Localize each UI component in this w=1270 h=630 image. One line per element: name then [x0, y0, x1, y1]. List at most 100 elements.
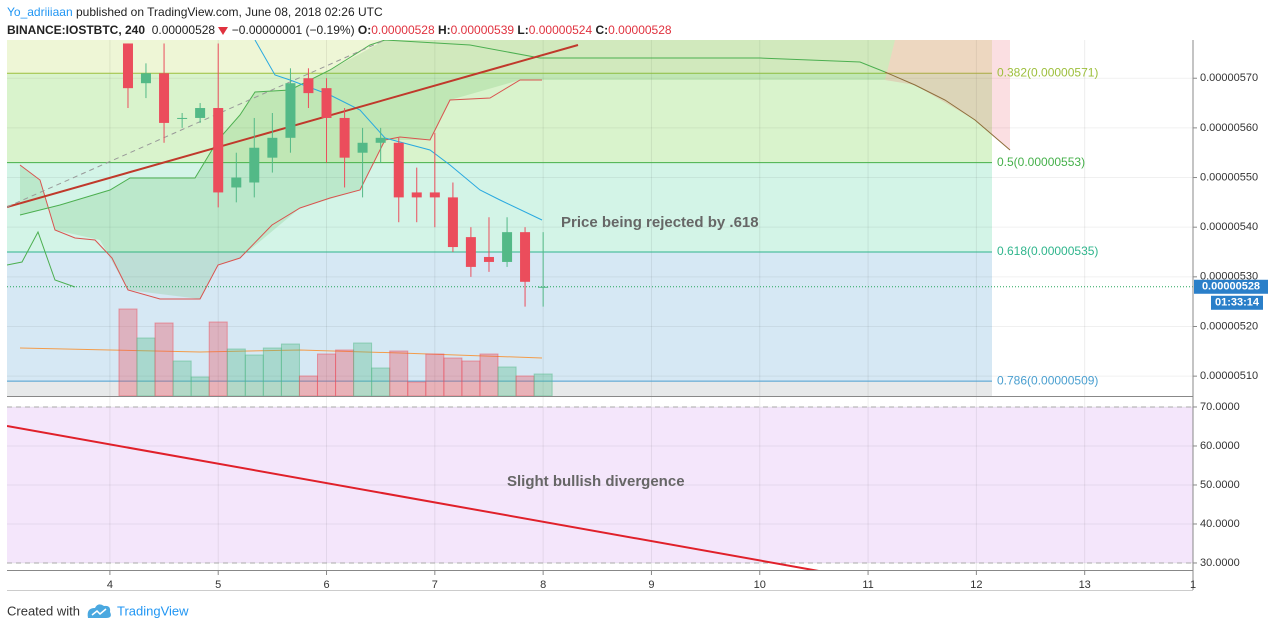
candle-body	[483, 256, 494, 262]
x-tick-label: 11	[862, 579, 873, 591]
ichimoku-cloud	[20, 40, 895, 299]
footer-created: Created with	[7, 603, 80, 618]
candle-body	[231, 177, 242, 188]
candle-body	[249, 147, 260, 183]
dashed-line	[7, 40, 386, 208]
x-tick-label: 13	[1079, 579, 1091, 591]
indicators	[7, 40, 1011, 359]
candle-body	[465, 237, 476, 267]
candle-body	[195, 108, 206, 118]
candle-body	[140, 73, 151, 84]
volume-bar	[425, 353, 445, 396]
fib-label: 0.382(0.00000571)	[997, 65, 1098, 79]
volume-bar	[317, 353, 337, 396]
candle-body	[321, 88, 332, 118]
down-arrow	[218, 26, 229, 35]
candle-body	[538, 286, 549, 288]
y-tick-label: 0.00000510	[1200, 370, 1258, 382]
published: published on TradingView.com, June 08, 2…	[75, 5, 383, 19]
volume-bar	[389, 350, 409, 396]
volume-bar	[407, 381, 427, 396]
candle-body	[520, 232, 531, 282]
candle-body	[213, 108, 224, 193]
x-tick-label: 7	[432, 579, 438, 591]
volume-bar	[172, 360, 192, 396]
volume-ma	[19, 347, 543, 359]
fib-label: 0.618(0.00000535)	[997, 244, 1098, 258]
y-tick-label: 0.00000550	[1200, 171, 1258, 183]
y-tick-label: 0.00000530	[1200, 271, 1258, 283]
x-tick-label: 8	[540, 579, 546, 591]
x-tick-label: 5	[215, 579, 221, 591]
x-tick-label: 12	[970, 579, 982, 591]
annotation: Price being rejected by .618	[561, 214, 759, 231]
h-label: H:	[438, 23, 451, 37]
candle-body	[357, 142, 368, 153]
tradingview-logo[interactable]	[87, 604, 111, 618]
volume-bar	[244, 354, 264, 396]
x-tick-label: 4	[107, 579, 113, 591]
y-tick-label: 50.0000	[1200, 479, 1240, 491]
fib-zone-below	[7, 381, 992, 396]
countdown: 01:33:14	[1215, 297, 1260, 309]
volume-bar	[136, 337, 156, 396]
volume-bar	[443, 357, 463, 396]
volume-bar	[190, 376, 210, 396]
candle-body	[159, 73, 170, 123]
x-tick-label: 1	[1190, 579, 1196, 591]
volume-bar	[371, 367, 391, 396]
background	[7, 40, 1194, 570]
countdown-tag	[1211, 295, 1263, 310]
o-value: 0.00000528	[371, 23, 435, 37]
fib-zone	[7, 73, 992, 163]
x-tick-label: 9	[648, 579, 654, 591]
annotation: Slight bullish divergence	[507, 473, 685, 490]
volume-bar	[280, 343, 300, 396]
marks	[7, 43, 1193, 396]
c-value: 0.00000528	[608, 23, 672, 37]
fib-label: 0.5(0.00000553)	[997, 155, 1085, 169]
change: −0.00000001 (−0.19%)	[231, 23, 355, 37]
candle-body	[285, 83, 296, 138]
candle-body	[267, 137, 278, 158]
y-tick-label: 30.0000	[1200, 557, 1240, 569]
symbol: BINANCE:IOSTBTC, 240	[7, 23, 146, 37]
candle-body	[303, 78, 314, 94]
footer-brand[interactable]: TradingView	[117, 603, 189, 618]
l-value: 0.00000524	[528, 23, 593, 37]
y-tick-label: 0.00000570	[1200, 72, 1258, 84]
volume-bar	[335, 349, 355, 396]
candle-body	[375, 137, 386, 143]
y-tick-label: 0.00000540	[1200, 221, 1258, 233]
header-line: Yo_adriiiaan published on TradingView.co…	[7, 3, 672, 21]
x-tick-label: 10	[754, 579, 766, 591]
x-tick-label: 6	[323, 579, 329, 591]
candle-body	[411, 192, 422, 198]
volume-bar	[154, 322, 174, 396]
volume-bar	[298, 375, 318, 396]
y-tick-label: 70.0000	[1200, 401, 1240, 413]
fib-label: 0.786(0.00000509)	[997, 373, 1098, 387]
ichimoku-cloud-red	[885, 40, 1010, 150]
candle-body	[447, 197, 458, 248]
volume-bar	[479, 353, 499, 396]
header: Yo_adriiiaan published on TradingView.co…	[7, 3, 672, 39]
author[interactable]: Yo_adriiiaan	[7, 5, 73, 19]
plot	[7, 43, 1193, 396]
y-tick-label: 40.0000	[1200, 518, 1240, 530]
volume-bar	[497, 366, 517, 396]
volume-bar	[533, 373, 553, 396]
lagging-line	[7, 230, 76, 288]
y-tick-label: 60.0000	[1200, 440, 1240, 452]
candle-body	[122, 43, 133, 89]
y-tick-label: 0.00000560	[1200, 122, 1258, 134]
last-price-tag	[1194, 279, 1268, 294]
candle-body	[429, 192, 440, 198]
volume-bar	[118, 308, 138, 396]
volume-bar	[353, 342, 373, 396]
volume-bar	[226, 348, 246, 396]
volume-bar	[262, 347, 282, 396]
volume-bar	[208, 321, 228, 396]
